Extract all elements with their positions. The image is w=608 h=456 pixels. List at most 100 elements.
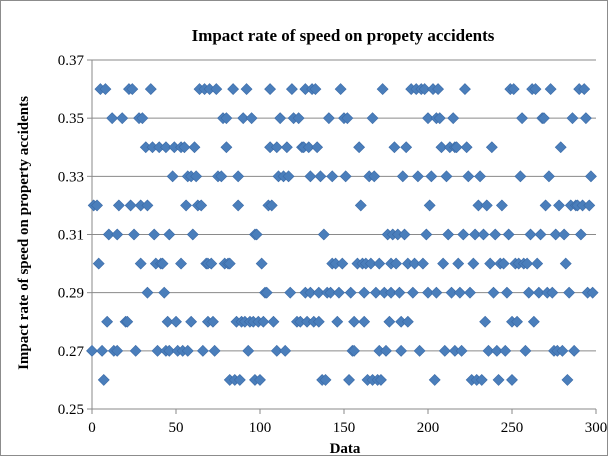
data-point — [163, 344, 176, 357]
data-point — [489, 228, 502, 241]
data-point — [524, 228, 537, 241]
data-point — [445, 286, 458, 299]
data-point — [480, 199, 493, 212]
data-point — [339, 170, 352, 183]
data-point — [334, 83, 347, 96]
data-point — [574, 228, 587, 241]
data-point — [97, 373, 110, 386]
data-point — [531, 257, 544, 270]
data-point — [348, 344, 361, 357]
tick-labels: 0.25 0.27 0.29 0.31 0.33 0.35 0.37 0 50 100 150 200… — [58, 53, 608, 436]
data-point — [264, 83, 277, 96]
data-point — [141, 286, 154, 299]
data-point — [304, 286, 317, 299]
data-point — [406, 286, 419, 299]
data-point — [112, 199, 125, 212]
data-point — [311, 141, 324, 154]
data-point — [420, 228, 433, 241]
data-point — [92, 257, 105, 270]
data-point — [442, 228, 455, 241]
data-points — [86, 83, 599, 386]
data-point — [385, 286, 397, 299]
data-point — [435, 141, 448, 154]
data-point — [101, 315, 114, 328]
data-point — [440, 170, 453, 183]
y-tick-label: 0.35 — [58, 111, 84, 127]
data-point — [196, 344, 209, 357]
data-point — [195, 199, 208, 212]
data-point — [270, 141, 283, 154]
data-point — [585, 170, 597, 183]
data-point — [205, 257, 218, 270]
data-point — [393, 286, 406, 299]
data-point — [423, 199, 436, 212]
grid-lines — [92, 59, 596, 352]
data-point — [232, 170, 245, 183]
data-point — [148, 228, 161, 241]
data-point — [170, 315, 182, 328]
data-point — [430, 286, 443, 299]
data-point — [556, 344, 569, 357]
data-point — [380, 344, 392, 357]
data-point — [126, 83, 139, 96]
data-point — [186, 228, 199, 241]
data-point — [255, 257, 268, 270]
data-point — [280, 141, 293, 154]
data-point — [270, 344, 283, 357]
data-point — [121, 315, 134, 328]
x-tick-label: 0 — [88, 420, 96, 436]
data-point — [395, 344, 408, 357]
data-point — [437, 257, 450, 270]
data-point — [178, 141, 191, 154]
data-point — [383, 315, 396, 328]
data-point — [245, 112, 258, 125]
data-point — [487, 286, 500, 299]
data-point — [462, 170, 475, 183]
data-point — [417, 257, 429, 270]
data-point — [304, 170, 317, 183]
data-point — [99, 83, 112, 96]
data-point — [343, 373, 355, 386]
data-point — [398, 228, 411, 241]
chart-title: Impact rate of speed on propety accident… — [192, 26, 495, 45]
data-point — [279, 344, 292, 357]
data-point — [455, 344, 468, 357]
data-point — [388, 141, 401, 154]
data-point — [185, 315, 198, 328]
data-point — [220, 112, 233, 125]
data-point — [102, 228, 115, 241]
data-point — [474, 170, 487, 183]
data-point — [232, 199, 245, 212]
y-tick-label: 0.33 — [58, 169, 84, 185]
data-point — [566, 112, 579, 125]
data-point — [546, 286, 559, 299]
y-axis-title: Impact rate of speed on property acciden… — [16, 96, 32, 370]
data-point — [208, 344, 221, 357]
data-point — [475, 373, 488, 386]
data-point — [366, 112, 379, 125]
data-point — [529, 83, 542, 96]
data-point — [159, 141, 172, 154]
data-point — [309, 83, 322, 96]
data-point — [151, 344, 164, 357]
data-point — [554, 141, 567, 154]
data-point — [464, 286, 476, 299]
data-point — [180, 199, 193, 212]
data-point — [368, 170, 381, 183]
data-point — [497, 257, 510, 270]
data-point — [312, 315, 325, 328]
data-point — [457, 228, 470, 241]
data-point — [354, 199, 367, 212]
data-point — [166, 170, 179, 183]
data-point — [257, 315, 270, 328]
data-point — [86, 344, 98, 357]
data-point — [408, 257, 421, 270]
data-point — [568, 344, 581, 357]
data-point — [532, 286, 545, 299]
y-tick-label: 0.37 — [58, 53, 85, 69]
data-point — [452, 257, 465, 270]
data-point — [128, 228, 140, 241]
data-point — [106, 112, 119, 125]
data-point — [326, 170, 339, 183]
data-point — [369, 286, 382, 299]
